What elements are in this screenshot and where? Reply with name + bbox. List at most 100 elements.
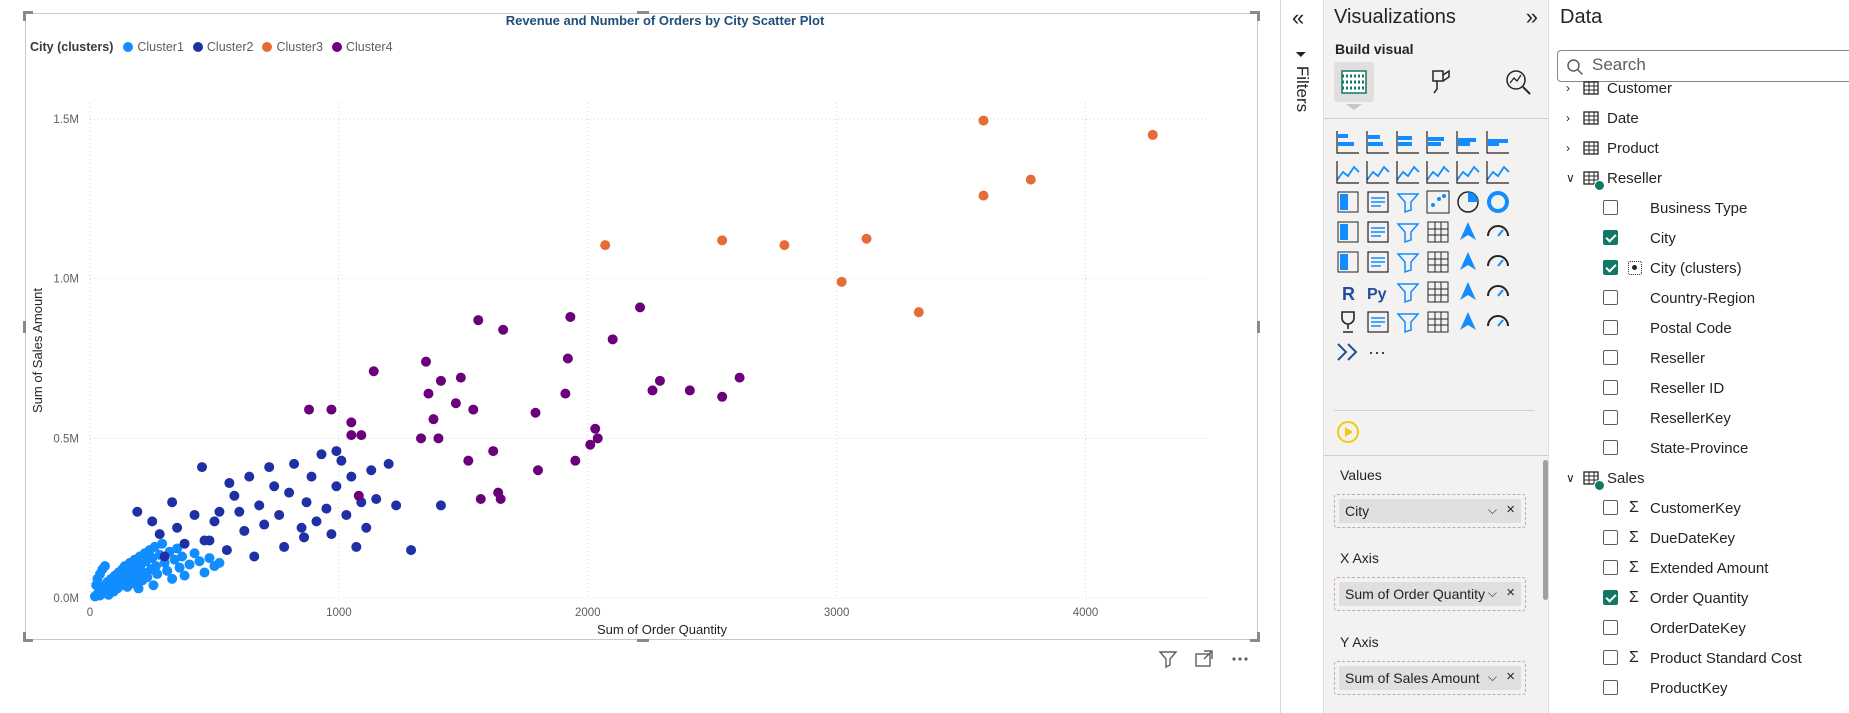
more-visuals-icon[interactable]: ··· — [1364, 338, 1392, 366]
data-point-cluster4[interactable] — [423, 388, 434, 399]
focus-mode-icon[interactable] — [1193, 648, 1215, 670]
resize-handle-bottom[interactable] — [637, 639, 649, 642]
data-point-cluster4[interactable] — [433, 433, 444, 444]
clustered-bar-icon[interactable] — [1394, 128, 1422, 156]
data-point-cluster1[interactable] — [152, 569, 163, 580]
play-axis-icon[interactable] — [1336, 420, 1360, 444]
filter-icon[interactable] — [1157, 648, 1179, 670]
data-point-cluster2[interactable] — [316, 449, 327, 460]
r-visual-icon[interactable]: R — [1334, 278, 1362, 306]
ribbon-chart-icon[interactable] — [1334, 188, 1362, 216]
shape-map-icon[interactable] — [1424, 218, 1452, 246]
data-point-cluster4[interactable] — [530, 407, 541, 418]
legend-entry-cluster1[interactable]: Cluster1 — [123, 40, 184, 54]
data-point-cluster4[interactable] — [607, 334, 618, 345]
field-city[interactable]: City — [1549, 223, 1849, 253]
data-point-cluster2[interactable] — [326, 529, 337, 540]
chevron-down-icon[interactable]: ∨ — [1566, 171, 1575, 185]
field-customerkey[interactable]: Σ CustomerKey — [1549, 493, 1849, 523]
data-point-cluster1[interactable] — [194, 556, 205, 567]
stacked-column-icon[interactable] — [1364, 128, 1392, 156]
data-point-cluster2[interactable] — [306, 471, 317, 482]
data-point-cluster4[interactable] — [304, 404, 315, 415]
data-point-cluster2[interactable] — [406, 545, 417, 556]
data-point-cluster4[interactable] — [734, 372, 745, 383]
data-point-cluster4[interactable] — [428, 414, 439, 425]
table-product[interactable]: › Product — [1549, 133, 1849, 163]
data-point-cluster2[interactable] — [197, 462, 207, 473]
data-point-cluster2[interactable] — [331, 481, 342, 492]
data-point-cluster2[interactable] — [189, 509, 200, 520]
field-checkbox[interactable] — [1603, 290, 1618, 305]
data-point-cluster2[interactable] — [221, 545, 232, 556]
resize-handle-top-right-v[interactable] — [1257, 11, 1260, 21]
data-point-cluster4[interactable] — [475, 494, 486, 504]
data-point-cluster1[interactable] — [150, 561, 161, 572]
field-duedatekey[interactable]: Σ DueDateKey — [1549, 523, 1849, 553]
data-point-cluster2[interactable] — [132, 506, 143, 517]
data-point-cluster1[interactable] — [169, 554, 180, 565]
field-checkbox[interactable] — [1603, 230, 1618, 245]
matrix-icon[interactable] — [1484, 248, 1512, 276]
data-point-cluster2[interactable] — [391, 500, 402, 511]
100-bar-icon[interactable] — [1454, 128, 1482, 156]
data-point-cluster2[interactable] — [154, 529, 165, 540]
resize-handle-top-left-v[interactable] — [23, 11, 26, 21]
donut-chart-icon[interactable] — [1484, 188, 1512, 216]
field-checkbox[interactable] — [1603, 410, 1618, 425]
data-point-cluster2[interactable] — [341, 509, 352, 520]
data-point-cluster1[interactable] — [99, 561, 110, 572]
chevron-right-icon[interactable]: › — [1566, 141, 1570, 155]
data-point-cluster4[interactable] — [488, 446, 499, 457]
field-resellerkey[interactable]: ResellerKey — [1549, 403, 1849, 433]
get-more-visuals-icon[interactable] — [1334, 338, 1362, 366]
data-point-cluster4[interactable] — [326, 404, 337, 415]
chevron-down-icon[interactable]: ⌵ — [1487, 586, 1497, 600]
field-checkbox[interactable] — [1603, 560, 1618, 575]
data-point-cluster4[interactable] — [562, 353, 573, 364]
scatter-visual-container[interactable] — [23, 11, 1260, 642]
data-point-cluster4[interactable] — [592, 433, 603, 444]
field-checkbox[interactable] — [1603, 620, 1618, 635]
data-point-cluster4[interactable] — [533, 465, 543, 476]
data-point-cluster2[interactable] — [244, 471, 255, 482]
data-point-cluster2[interactable] — [172, 522, 183, 533]
data-point-cluster3[interactable] — [600, 240, 611, 251]
values-well[interactable]: City ⌵ × — [1334, 494, 1526, 528]
data-point-cluster2[interactable] — [331, 446, 342, 457]
field-checkbox[interactable] — [1603, 440, 1618, 455]
data-point-cluster2[interactable] — [435, 500, 446, 511]
y-axis-well[interactable]: Sum of Sales Amount ⌵ × — [1334, 661, 1526, 695]
data-point-cluster4[interactable] — [416, 433, 427, 444]
data-point-cluster2[interactable] — [366, 465, 377, 476]
data-point-cluster4[interactable] — [368, 366, 379, 377]
data-point-cluster3[interactable] — [861, 233, 872, 244]
chevron-down-icon[interactable]: ⌵ — [1487, 503, 1497, 517]
slicer-icon[interactable] — [1424, 248, 1452, 276]
data-point-cluster2[interactable] — [311, 516, 322, 527]
search-input[interactable] — [1592, 55, 1832, 75]
area-chart-icon[interactable] — [1364, 158, 1392, 186]
chevron-right-icon[interactable]: › — [1566, 111, 1570, 125]
data-point-cluster1[interactable] — [157, 538, 168, 549]
waterfall-icon[interactable] — [1364, 188, 1392, 216]
data-point-cluster2[interactable] — [167, 497, 178, 508]
data-point-cluster2[interactable] — [204, 535, 215, 546]
resize-handle-top[interactable] — [637, 11, 649, 14]
resize-handle-bottom-right-v[interactable] — [1257, 632, 1260, 642]
data-point-cluster4[interactable] — [585, 439, 596, 450]
y-axis-field-pill[interactable]: Sum of Sales Amount ⌵ × — [1339, 666, 1521, 690]
data-point-cluster4[interactable] — [450, 398, 461, 409]
legend-entry-cluster4[interactable]: Cluster4 — [332, 40, 393, 54]
data-point-cluster1[interactable] — [167, 573, 178, 584]
resize-handle-bottom-left[interactable] — [23, 639, 33, 642]
resize-handle-right[interactable] — [1257, 321, 1260, 333]
legend-entry-cluster2[interactable]: Cluster2 — [192, 40, 253, 54]
more-options-icon[interactable] — [1229, 648, 1251, 670]
qa-icon[interactable] — [1454, 278, 1482, 306]
data-point-cluster2[interactable] — [249, 551, 260, 562]
data-point-cluster2[interactable] — [371, 494, 382, 504]
data-point-cluster1[interactable] — [149, 541, 160, 552]
data-point-cluster4[interactable] — [346, 417, 357, 428]
table-icon[interactable] — [1454, 248, 1482, 276]
